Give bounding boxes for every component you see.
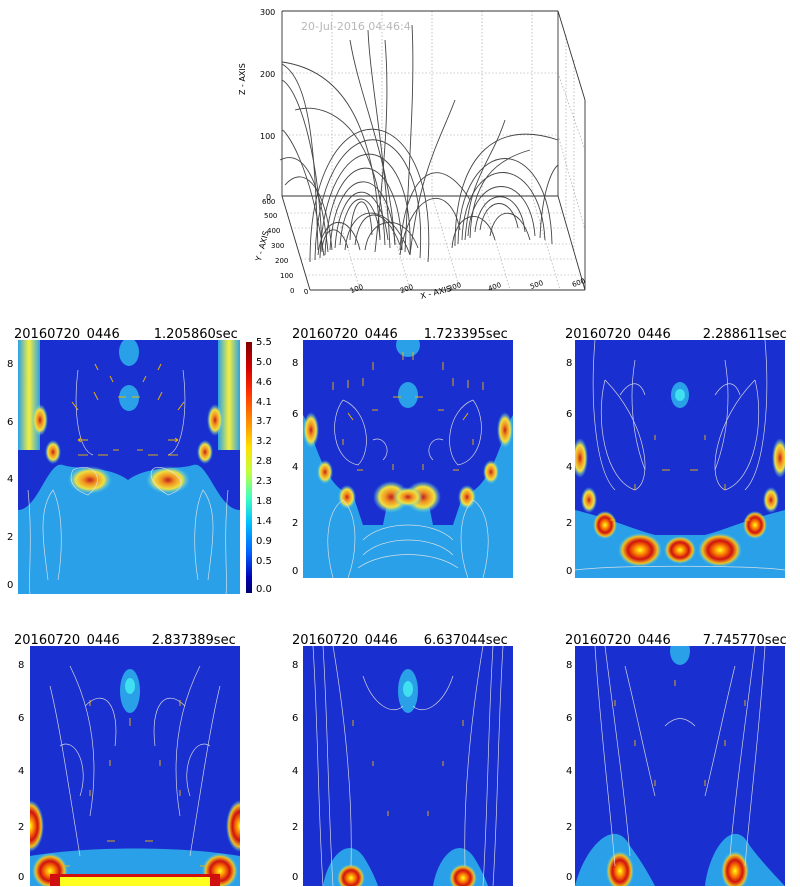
colorbar-tick: 4.6 [256, 377, 272, 388]
colorbar-tick: 1.4 [256, 516, 272, 527]
panel-5-ytick: 8 [292, 660, 299, 671]
panel-4-ytick: 6 [18, 713, 25, 724]
panel-2-ytick: 4 [292, 462, 299, 473]
y-tick-top: 300 [271, 242, 285, 250]
colorbar-tick: 2.3 [256, 476, 272, 487]
z-tick: 100 [260, 132, 276, 141]
panel-6-ytick: 4 [566, 766, 573, 777]
colorbar-tick: 0.0 [256, 584, 272, 595]
panel-3-map [575, 340, 785, 578]
panel-5-ytick: 0 [292, 872, 299, 883]
panel-5-ytick: 6 [292, 713, 299, 724]
top-plot-timestamp: 20-Jul-2016 04:46:4 [301, 20, 411, 33]
panel-1-ytick: 6 [7, 417, 14, 428]
panel-1-ytick: 0 [7, 580, 14, 591]
colorbar-tick: 3.7 [256, 416, 272, 427]
colorbar-tick: 1.8 [256, 496, 272, 507]
panel-2-map [303, 340, 513, 578]
panel-5-title: 20160720_0446 6.637044sec [292, 633, 508, 648]
panel-6-ytick: 2 [566, 822, 573, 833]
z-tick: 300 [260, 8, 276, 17]
panel-2-ytick: 8 [292, 358, 299, 369]
panel-6-ytick: 8 [566, 660, 573, 671]
panel-4-title: 20160720_0446 2.837389sec [14, 633, 236, 648]
panel-6-ytick: 0 [566, 872, 573, 883]
panel-3-ytick: 4 [566, 462, 573, 473]
panel-6-title: 20160720_0446 7.745770sec [565, 633, 787, 648]
panel-1-title: 20160720_0446 1.205860sec [14, 327, 238, 342]
y-tick-top: 500 [264, 212, 278, 220]
field-line-3d-plot [279, 10, 586, 291]
panel-3-ytick: 8 [566, 358, 573, 369]
y-tick-top: 100 [280, 272, 294, 280]
colorbar-tick: 5.0 [256, 357, 272, 368]
panel-1-ytick: 2 [7, 532, 14, 543]
panel-2-title: 20160720_0446 1.723395sec [292, 327, 508, 342]
panel-4-ytick: 4 [18, 766, 25, 777]
panel-3-ytick: 6 [566, 409, 573, 420]
panel-2-ytick: 6 [292, 409, 299, 420]
panel-3-ytick: 0 [566, 566, 573, 577]
colorbar-tick: 2.8 [256, 456, 272, 467]
colorbar-tick: 5.5 [256, 337, 272, 348]
panel-1-map [18, 340, 240, 594]
colorbar-tick: 0.9 [256, 536, 272, 547]
panel-4-ytick: 0 [18, 872, 25, 883]
y-tick-top: 0 [290, 287, 295, 295]
panel-4-ytick: 2 [18, 822, 25, 833]
colorbar [246, 342, 252, 593]
panel-5-map [303, 646, 513, 886]
panel-5-ytick: 2 [292, 822, 299, 833]
z-tick: 0 [266, 193, 272, 202]
panel-1-ytick: 4 [7, 474, 14, 485]
z-tick: 200 [260, 70, 276, 79]
colorbar-tick: 4.1 [256, 397, 272, 408]
colorbar-tick: 3.2 [256, 436, 272, 447]
panel-6-ytick: 6 [566, 713, 573, 724]
panel-6-map [575, 646, 785, 886]
panel-2-ytick: 0 [292, 566, 299, 577]
z-axis-label: Z - AXIS [238, 63, 247, 95]
panel-1-ytick: 8 [7, 359, 14, 370]
y-tick-top: 400 [267, 227, 281, 235]
y-tick-top: 600 [262, 198, 276, 206]
panel-5-ytick: 4 [292, 766, 299, 777]
panel-2-ytick: 2 [292, 518, 299, 529]
panel-4-ytick: 8 [18, 660, 25, 671]
panel-3-title: 20160720_0446 2.288611sec [565, 327, 787, 342]
panel-4-map [30, 646, 240, 886]
panel-3-ytick: 2 [566, 518, 573, 529]
y-tick-top: 200 [275, 257, 289, 265]
colorbar-tick: 0.5 [256, 556, 272, 567]
